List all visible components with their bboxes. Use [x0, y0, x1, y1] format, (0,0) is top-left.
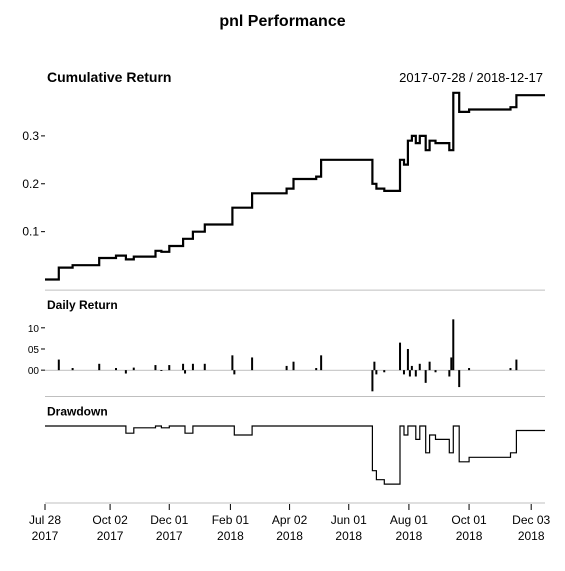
- drawdown-line: [45, 426, 545, 484]
- drawdown-title: Drawdown: [47, 405, 108, 419]
- xtick-label-line2: 2018: [518, 529, 545, 543]
- xtick-label-line2: 2017: [32, 529, 59, 543]
- xtick-label-line1: Aug 01: [390, 513, 428, 527]
- xtick-label-line2: 2018: [456, 529, 483, 543]
- xtick-label-line2: 2018: [335, 529, 362, 543]
- xtick-label-line2: 2017: [97, 529, 124, 543]
- daily-return-ytick: 10: [28, 324, 40, 335]
- date-range-label: 2017-07-28 / 2018-12-17: [399, 70, 543, 85]
- chart-svg: pnl Performance Cumulative Return 2017-07-…: [0, 0, 565, 571]
- pnl-performance-chart: pnl Performance Cumulative Return 2017-07-…: [0, 0, 565, 571]
- xtick-label-line1: Dec 01: [150, 513, 188, 527]
- xtick-label-line1: Dec 03: [512, 513, 550, 527]
- xtick-label-line1: Oct 01: [451, 513, 487, 527]
- cumulative-return-line: [45, 93, 545, 280]
- daily-return-title: Daily Return: [47, 298, 118, 312]
- xtick-label-line1: Oct 02: [92, 513, 128, 527]
- cumulative-return-title: Cumulative Return: [47, 69, 171, 85]
- daily-return-ytick: 05: [28, 345, 40, 356]
- xtick-label-line2: 2018: [396, 529, 423, 543]
- cumulative-return-ytick: 0.1: [22, 225, 39, 239]
- daily-return-ytick: 00: [28, 366, 40, 377]
- xtick-label-line2: 2017: [156, 529, 183, 543]
- xtick-label-line1: Feb 01: [212, 513, 250, 527]
- xtick-label-line1: Jun 01: [331, 513, 367, 527]
- xtick-label-line2: 2018: [217, 529, 244, 543]
- cumulative-return-ytick: 0.3: [22, 129, 39, 143]
- chart-title: pnl Performance: [219, 13, 345, 30]
- xtick-label-line1: Apr 02: [272, 513, 308, 527]
- xtick-label-line1: Jul 28: [29, 513, 61, 527]
- cumulative-return-ytick: 0.2: [22, 177, 39, 191]
- xtick-label-line2: 2018: [276, 529, 303, 543]
